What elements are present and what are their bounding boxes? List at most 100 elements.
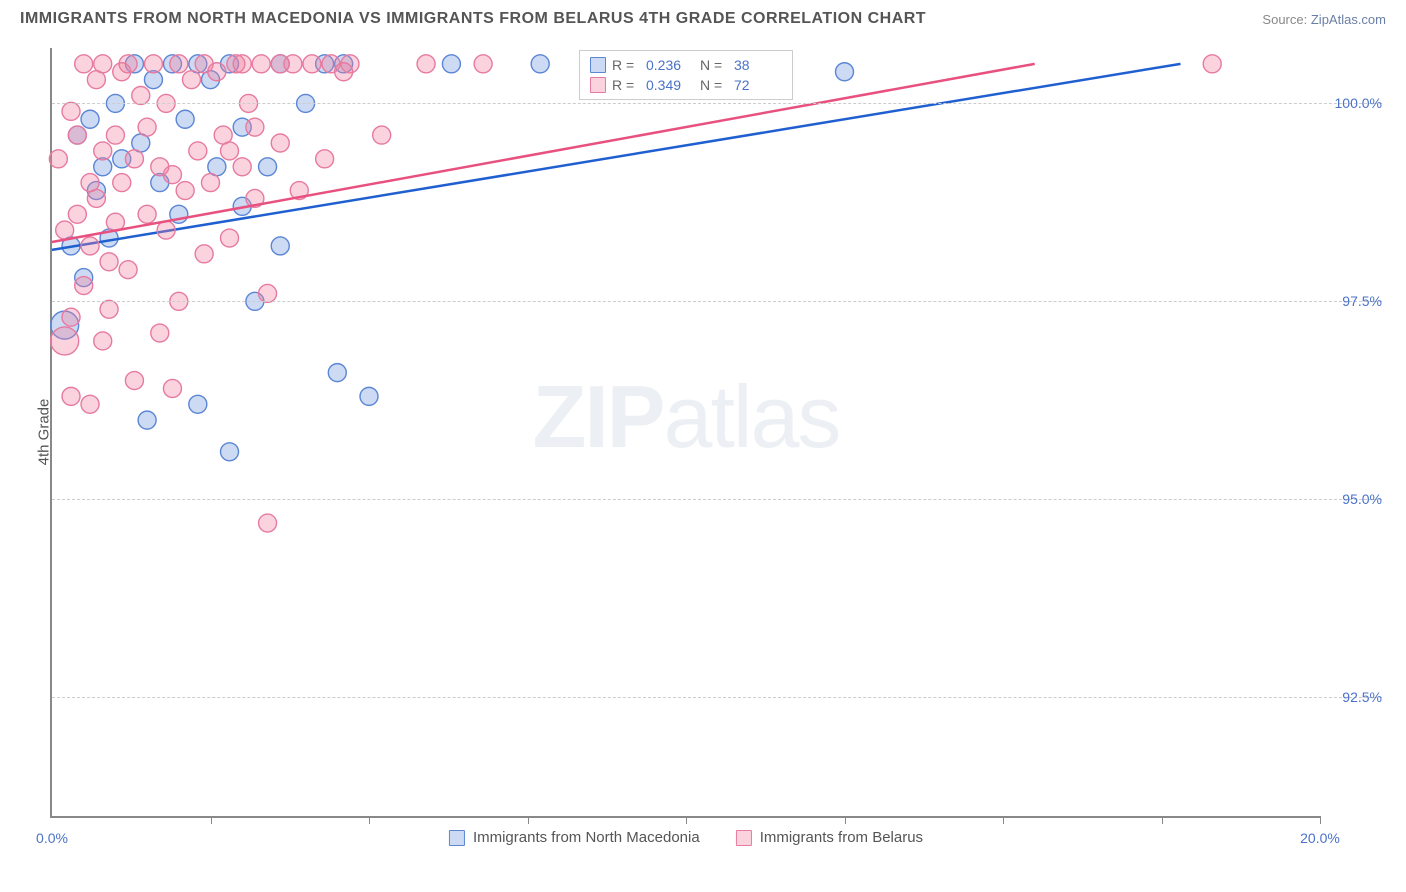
data-point xyxy=(62,102,80,120)
data-point xyxy=(151,324,169,342)
data-point xyxy=(328,364,346,382)
x-tick xyxy=(211,816,212,824)
data-point xyxy=(271,134,289,152)
data-point xyxy=(138,205,156,223)
data-point xyxy=(303,55,321,73)
data-point xyxy=(170,55,188,73)
x-tick xyxy=(1003,816,1004,824)
data-point xyxy=(125,372,143,390)
y-tick-label: 92.5% xyxy=(1324,689,1382,705)
legend-series-label: Immigrants from Belarus xyxy=(760,829,923,846)
data-point xyxy=(144,55,162,73)
legend-swatch xyxy=(590,77,606,93)
legend-r-label: R = xyxy=(612,57,640,73)
data-point xyxy=(259,284,277,302)
data-point xyxy=(81,237,99,255)
data-point xyxy=(221,229,239,247)
data-point xyxy=(360,387,378,405)
data-point xyxy=(531,55,549,73)
legend-series-item: Immigrants from Belarus xyxy=(736,829,923,846)
legend-r-label: R = xyxy=(612,77,640,93)
data-point xyxy=(233,55,251,73)
data-point xyxy=(474,55,492,73)
data-point xyxy=(221,443,239,461)
data-point xyxy=(252,55,270,73)
data-point xyxy=(125,150,143,168)
data-point xyxy=(113,174,131,192)
data-point xyxy=(221,142,239,160)
data-point xyxy=(51,327,79,355)
legend-n-value: 38 xyxy=(734,57,782,73)
data-point xyxy=(132,87,150,105)
data-point xyxy=(208,63,226,81)
chart-title: IMMIGRANTS FROM NORTH MACEDONIA VS IMMIG… xyxy=(20,10,926,28)
data-point xyxy=(119,55,137,73)
data-point xyxy=(106,126,124,144)
data-point xyxy=(163,379,181,397)
chart-container: ZIPatlas 4th Grade R = 0.236 N = 38 R = … xyxy=(18,42,1388,862)
data-point xyxy=(836,63,854,81)
data-point xyxy=(49,150,67,168)
gridline-h xyxy=(52,697,1382,698)
data-point xyxy=(68,205,86,223)
plot-area: ZIPatlas 4th Grade R = 0.236 N = 38 R = … xyxy=(50,48,1320,818)
x-tick xyxy=(369,816,370,824)
legend-swatch xyxy=(449,830,465,846)
data-point xyxy=(157,221,175,239)
legend-n-label: N = xyxy=(700,57,728,73)
data-point xyxy=(271,55,289,73)
data-point xyxy=(271,237,289,255)
legend-r-value: 0.236 xyxy=(646,57,694,73)
source-link[interactable]: ZipAtlas.com xyxy=(1311,12,1386,27)
data-point xyxy=(87,189,105,207)
data-point xyxy=(195,245,213,263)
data-point xyxy=(94,332,112,350)
data-point xyxy=(138,411,156,429)
data-point xyxy=(176,110,194,128)
x-tick xyxy=(1320,816,1321,824)
legend-series-label: Immigrants from North Macedonia xyxy=(473,829,700,846)
data-point xyxy=(56,221,74,239)
y-tick-label: 95.0% xyxy=(1324,491,1382,507)
data-point xyxy=(259,158,277,176)
chart-svg xyxy=(52,48,1320,816)
legend-correlation-row: R = 0.236 N = 38 xyxy=(586,55,786,75)
data-point xyxy=(176,182,194,200)
y-axis-label: 4th Grade xyxy=(36,399,53,466)
data-point xyxy=(1203,55,1221,73)
x-tick xyxy=(686,816,687,824)
data-point xyxy=(119,261,137,279)
data-point xyxy=(100,300,118,318)
data-point xyxy=(189,142,207,160)
data-point xyxy=(202,174,220,192)
legend-series-item: Immigrants from North Macedonia xyxy=(449,829,700,846)
data-point xyxy=(189,395,207,413)
legend-n-label: N = xyxy=(700,77,728,93)
y-tick-label: 97.5% xyxy=(1324,293,1382,309)
legend-swatch xyxy=(736,830,752,846)
data-point xyxy=(373,126,391,144)
x-tick xyxy=(1162,816,1163,824)
gridline-h xyxy=(52,103,1382,104)
legend-swatch xyxy=(590,57,606,73)
data-point xyxy=(62,387,80,405)
data-point xyxy=(233,158,251,176)
data-point xyxy=(259,514,277,532)
y-tick-label: 100.0% xyxy=(1324,95,1382,111)
x-tick xyxy=(528,816,529,824)
legend-n-value: 72 xyxy=(734,77,782,93)
data-point xyxy=(68,126,86,144)
data-point xyxy=(75,277,93,295)
data-point xyxy=(335,63,353,81)
data-point xyxy=(316,150,334,168)
data-point xyxy=(94,55,112,73)
gridline-h xyxy=(52,499,1382,500)
data-point xyxy=(138,118,156,136)
data-point xyxy=(75,55,93,73)
data-point xyxy=(182,71,200,89)
data-point xyxy=(163,166,181,184)
legend-correlation-row: R = 0.349 N = 72 xyxy=(586,75,786,95)
legend-series: Immigrants from North Macedonia Immigran… xyxy=(449,829,923,846)
data-point xyxy=(94,142,112,160)
data-point xyxy=(246,118,264,136)
